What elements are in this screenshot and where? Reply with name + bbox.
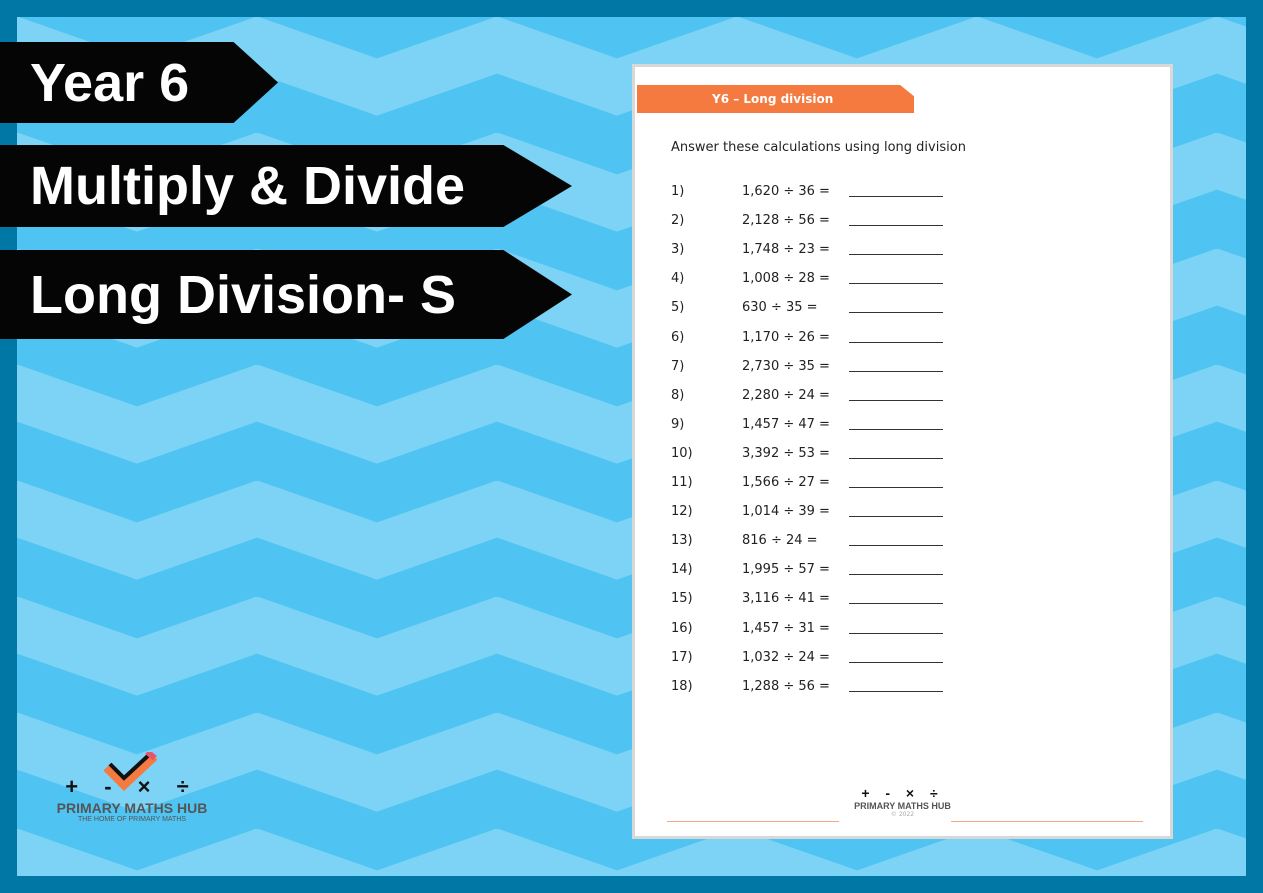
question-row: 4) 1,008 ÷ 28 =	[671, 271, 943, 286]
question-number: 18)	[671, 678, 693, 694]
question-expression: 1,008 ÷ 28 =	[742, 271, 830, 287]
question-expression: 1,566 ÷ 27 =	[742, 475, 830, 490]
logo-brand: PRIMARY MATHS HUB	[56, 800, 208, 816]
logo-symbols: + - × ÷	[65, 774, 199, 799]
answer-line	[849, 533, 943, 547]
question-expression: 3,392 ÷ 53 =	[742, 445, 830, 461]
question-number: 7)	[671, 358, 685, 374]
question-number: 17)	[671, 649, 693, 665]
question-number: 15)	[671, 591, 693, 607]
question-expression: 1,032 ÷ 24 =	[742, 649, 830, 665]
answer-line	[849, 562, 943, 576]
question-row: 10) 3,392 ÷ 53 =	[671, 446, 943, 461]
footer-divider	[951, 821, 1143, 822]
question-number: 13)	[671, 533, 693, 549]
question-number: 9)	[671, 416, 685, 432]
question-number: 10)	[671, 445, 693, 461]
question-row: 8) 2,280 ÷ 24 =	[671, 388, 943, 403]
answer-line	[849, 475, 943, 488]
question-expression: 1,170 ÷ 26 =	[742, 329, 830, 345]
question-row: 7) 2,730 ÷ 35 =	[671, 359, 943, 374]
question-expression: 1,457 ÷ 47 =	[742, 416, 830, 432]
question-row: 11) 1,566 ÷ 27 =	[671, 475, 943, 490]
question-expression: 3,116 ÷ 41 =	[742, 591, 830, 607]
question-expression: 2,730 ÷ 35 =	[742, 358, 830, 374]
subtopic-banner: Long Division- S	[0, 250, 572, 339]
topic-banner: Multiply & Divide	[0, 145, 572, 227]
brand-logo: + - × ÷ PRIMARY MATHS HUB THE HOME OF PR…	[42, 749, 222, 823]
question-row: 14) 1,995 ÷ 57 =	[671, 562, 943, 577]
year-banner: Year 6	[0, 42, 278, 123]
answer-line	[849, 300, 943, 314]
answer-line	[849, 242, 943, 256]
question-expression: 1,288 ÷ 56 =	[742, 678, 830, 694]
question-row: 9) 1,457 ÷ 47 =	[671, 417, 943, 432]
answer-line	[849, 388, 943, 401]
question-number: 4)	[671, 271, 685, 287]
question-number: 14)	[671, 562, 693, 578]
question-row: 12) 1,014 ÷ 39 =	[671, 504, 943, 519]
question-number: 16)	[671, 620, 693, 636]
footer-divider	[667, 821, 839, 822]
footer-copyright: © 2022	[890, 811, 915, 818]
footer-logo: + - × ÷ PRIMARY MATHS HUB © 2022	[635, 785, 1170, 818]
question-expression: 1,457 ÷ 31 =	[742, 620, 830, 636]
tick-pencil-icon	[103, 749, 158, 791]
answer-line	[849, 271, 943, 285]
question-number: 3)	[671, 242, 685, 258]
question-number: 11)	[671, 475, 693, 490]
answer-line	[849, 446, 943, 459]
question-row: 5) 630 ÷ 35 =	[671, 300, 943, 315]
question-number: 6)	[671, 329, 685, 345]
question-number: 2)	[671, 213, 685, 229]
logo-tagline: THE HOME OF PRIMARY MATHS	[77, 816, 187, 823]
answer-line	[849, 417, 943, 430]
question-row: 13) 816 ÷ 24 =	[671, 533, 943, 548]
answer-line	[849, 330, 943, 343]
answer-line	[849, 591, 943, 605]
question-row: 3) 1,748 ÷ 23 =	[671, 242, 943, 257]
question-number: 8)	[671, 387, 685, 403]
footer-symbols: + - × ÷	[861, 785, 944, 801]
question-row: 2) 2,128 ÷ 56 =	[671, 213, 943, 228]
question-expression: 1,014 ÷ 39 =	[742, 504, 830, 520]
answer-line	[849, 213, 943, 227]
answer-line	[849, 679, 943, 692]
question-number: 12)	[671, 504, 693, 520]
question-expression: 1,995 ÷ 57 =	[742, 562, 830, 578]
question-expression: 1,748 ÷ 23 =	[742, 242, 830, 258]
question-expression: 2,280 ÷ 24 =	[742, 387, 830, 403]
question-row: 16) 1,457 ÷ 31 =	[671, 621, 943, 636]
answer-line	[849, 621, 943, 634]
question-row: 15) 3,116 ÷ 41 =	[671, 591, 943, 606]
worksheet-header: Y6 – Long division	[637, 85, 914, 113]
footer-brand: PRIMARY MATHS HUB	[854, 801, 951, 811]
answer-line	[849, 184, 943, 197]
question-row: 18) 1,288 ÷ 56 =	[671, 679, 943, 694]
worksheet-instruction: Answer these calculations using long div…	[671, 140, 966, 155]
question-expression: 630 ÷ 35 =	[742, 300, 818, 316]
question-expression: 2,128 ÷ 56 =	[742, 213, 830, 229]
worksheet-preview: Y6 – Long division Answer these calculat…	[632, 64, 1173, 839]
answer-line	[849, 504, 943, 518]
answer-line	[849, 650, 943, 663]
question-row: 17) 1,032 ÷ 24 =	[671, 650, 943, 665]
question-row: 6) 1,170 ÷ 26 =	[671, 330, 943, 345]
question-number: 1)	[671, 184, 685, 199]
question-number: 5)	[671, 300, 685, 316]
answer-line	[849, 359, 943, 372]
question-expression: 1,620 ÷ 36 =	[742, 184, 830, 199]
question-row: 1) 1,620 ÷ 36 =	[671, 184, 943, 199]
question-expression: 816 ÷ 24 =	[742, 533, 818, 549]
